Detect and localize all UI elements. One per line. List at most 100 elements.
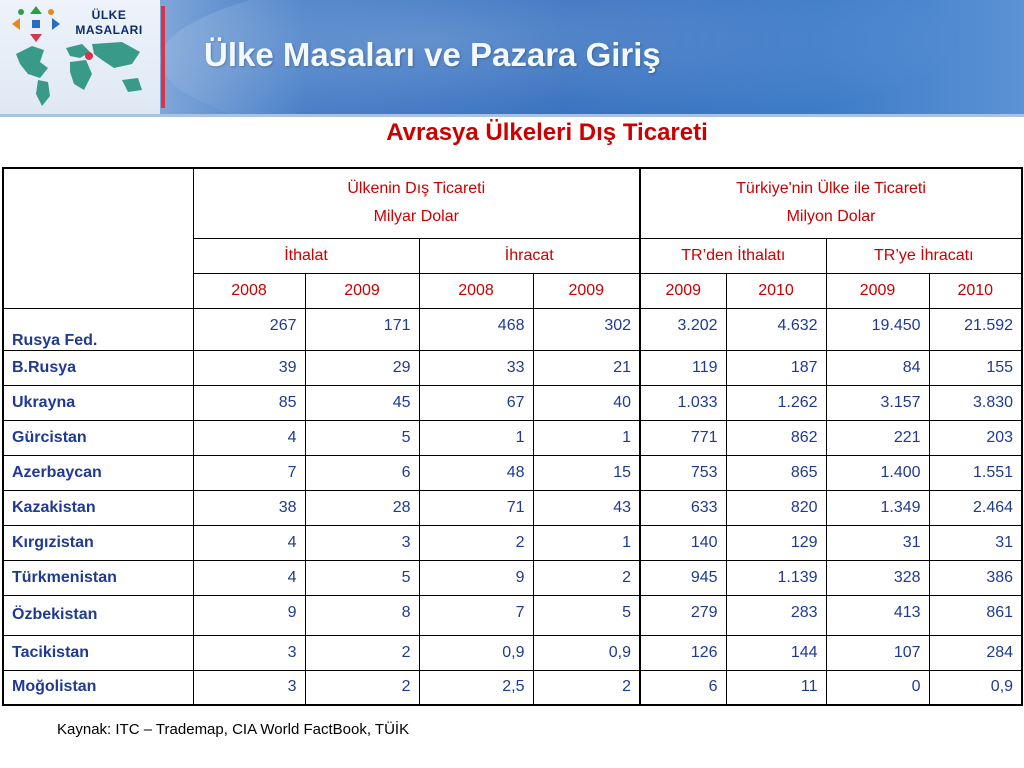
- value-cell: 48: [418, 454, 534, 491]
- group-header-turkey-trade: Türkiye'nin Ülke ile Ticareti Milyon Dol…: [639, 167, 1023, 239]
- value-cell: 279: [639, 594, 727, 636]
- value-cell: 107: [825, 634, 930, 671]
- value-cell: 2: [304, 669, 420, 706]
- value-cell: 29: [304, 349, 420, 386]
- value-cell: 4: [192, 419, 306, 456]
- value-cell: 862: [725, 419, 827, 456]
- value-cell: 1.139: [725, 559, 827, 596]
- value-cell: 43: [532, 489, 641, 526]
- value-cell: 6: [304, 454, 420, 491]
- value-cell: 2,5: [418, 669, 534, 706]
- value-cell: 33: [418, 349, 534, 386]
- table-title: Avrasya Ülkeleri Dış Ticareti: [386, 119, 708, 146]
- group-header-turkey-trade-line1: Türkiye'nin Ülke ile Ticareti: [736, 180, 926, 198]
- country-name: Ukrayna: [2, 384, 194, 421]
- page-title: Ülke Masaları ve Pazara Giriş: [204, 36, 661, 73]
- table-row: Rusya Fed. 267 171 468 302 3.202 4.632 19.450 21…: [2, 307, 1023, 351]
- table-row: Kırgızistan 4 3 2 1 140 129 31 31: [2, 524, 1023, 561]
- value-cell: 1.033: [639, 384, 727, 421]
- value-cell: 84: [825, 349, 930, 386]
- year-header: 2009: [639, 272, 727, 309]
- globe-logo-icon: [16, 42, 142, 106]
- country-name: Özbekistan: [2, 594, 194, 636]
- table-body: Rusya Fed. 267 171 468 302 3.202 4.632 19.450 21…: [2, 307, 1023, 706]
- value-cell: 3.830: [928, 384, 1023, 421]
- value-cell: 140: [639, 524, 727, 561]
- value-cell: 2.464: [928, 489, 1023, 526]
- value-cell: 633: [639, 489, 727, 526]
- value-cell: 2: [532, 559, 641, 596]
- value-cell: 2: [532, 669, 641, 706]
- value-cell: 9: [418, 559, 534, 596]
- value-cell: 3: [192, 634, 306, 671]
- country-name: Türkmenistan: [2, 559, 194, 596]
- value-cell: 187: [725, 349, 827, 386]
- value-cell: 1.551: [928, 454, 1023, 491]
- year-header: 2009: [532, 272, 641, 309]
- arrows-logo-icon: [12, 6, 60, 42]
- value-cell: 468: [418, 307, 534, 351]
- value-cell: 21.592: [928, 307, 1023, 351]
- country-name: B.Rusya: [2, 349, 194, 386]
- table-row: Özbekistan 9 8 7 5 279 283 413 861: [2, 594, 1023, 636]
- value-cell: 1: [532, 524, 641, 561]
- value-cell: 0,9: [418, 634, 534, 671]
- value-cell: 11: [725, 669, 827, 706]
- value-cell: 19.450: [825, 307, 930, 351]
- value-cell: 302: [532, 307, 641, 351]
- value-cell: 0,9: [532, 634, 641, 671]
- group-header-country-trade: Ülkenin Dış Ticareti Milyar Dolar: [192, 167, 641, 239]
- value-cell: 771: [639, 419, 727, 456]
- value-cell: 15: [532, 454, 641, 491]
- logo-line-1: ÜLKE: [91, 8, 127, 22]
- value-cell: 21: [532, 349, 641, 386]
- header-divider: [161, 6, 165, 108]
- value-cell: 4: [192, 559, 306, 596]
- sub-header-export: İhracat: [418, 237, 641, 274]
- value-cell: 39: [192, 349, 306, 386]
- value-cell: 31: [825, 524, 930, 561]
- value-cell: 386: [928, 559, 1023, 596]
- table-row: Tacikistan 3 2 0,9 0,9 126 144 107 284: [2, 634, 1023, 671]
- value-cell: 865: [725, 454, 827, 491]
- value-cell: 85: [192, 384, 306, 421]
- value-cell: 5: [304, 559, 420, 596]
- trade-table: Ülkenin Dış Ticareti Milyar Dolar Türkiy…: [2, 167, 1024, 706]
- value-cell: 328: [825, 559, 930, 596]
- value-cell: 1.400: [825, 454, 930, 491]
- corner-cell: [2, 167, 194, 309]
- value-cell: 71: [418, 489, 534, 526]
- value-cell: 2: [418, 524, 534, 561]
- table-header-row: Ülkenin Dış Ticareti Milyar Dolar Türkiy…: [2, 167, 1023, 309]
- country-name: Azerbaycan: [2, 454, 194, 491]
- sub-header-row: İthalat İhracat TR’den İthalatı TR’ye İh…: [3, 237, 1023, 274]
- value-cell: 753: [639, 454, 727, 491]
- sub-header-import: İthalat: [192, 237, 420, 274]
- logo-text: ÜLKE MASALARI: [66, 8, 152, 38]
- value-cell: 284: [928, 634, 1023, 671]
- logo-line-2: MASALARI: [75, 23, 143, 37]
- year-header: 2008: [418, 272, 534, 309]
- value-cell: 67: [418, 384, 534, 421]
- year-header: 2009: [825, 272, 930, 309]
- country-name: Kırgızistan: [2, 524, 194, 561]
- group-header-turkey-trade-line2: Milyon Dolar: [786, 208, 876, 226]
- logo: ÜLKE MASALARI: [0, 0, 160, 114]
- value-cell: 2: [304, 634, 420, 671]
- header-banner: ÜLKE MASALARI Ülke Masaları ve Pazara Gi…: [0, 0, 1024, 114]
- value-cell: 6: [639, 669, 727, 706]
- country-name: Moğolistan: [2, 669, 194, 706]
- value-cell: 1: [532, 419, 641, 456]
- header-rule: [0, 114, 1024, 117]
- value-cell: 3: [192, 669, 306, 706]
- value-cell: 129: [725, 524, 827, 561]
- value-cell: 5: [304, 419, 420, 456]
- year-header: 2009: [304, 272, 420, 309]
- value-cell: 221: [825, 419, 930, 456]
- country-name: Rusya Fed.: [2, 307, 194, 351]
- value-cell: 155: [928, 349, 1023, 386]
- table-row: Moğolistan 3 2 2,5 2 6 11 0 0,9: [2, 669, 1023, 706]
- value-cell: 267: [192, 307, 306, 351]
- group-header-country-trade-line2: Milyar Dolar: [373, 208, 459, 226]
- value-cell: 126: [639, 634, 727, 671]
